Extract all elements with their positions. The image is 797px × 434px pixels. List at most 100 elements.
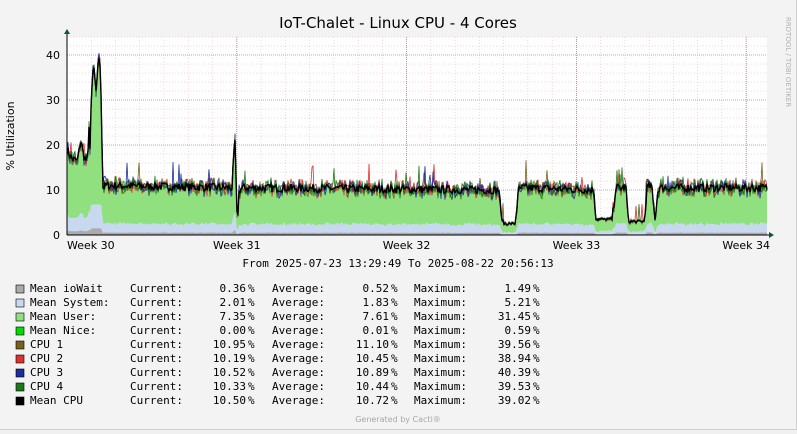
legend-text: % — [533, 338, 540, 351]
legend-text: Maximum: — [414, 366, 467, 379]
legend-text: 11.10 — [356, 338, 389, 351]
legend-text: 5.21 — [505, 296, 532, 309]
legend-text: Current: — [130, 296, 183, 309]
legend-text: 39.53 — [498, 380, 531, 393]
legend-text: 10.45 — [356, 352, 389, 365]
y-tick-label: 10 — [46, 184, 60, 197]
legend-text: Average: — [272, 338, 325, 351]
legend-text: 31.45 — [498, 310, 531, 323]
legend-text: % — [248, 310, 255, 323]
line-mean-cpu — [66, 58, 768, 226]
legend-text: 1.83 — [363, 296, 390, 309]
legend: Mean ioWait Current: 0.36 % Average: 0.52 % M… — [15, 282, 540, 407]
x-tick-labels: Week 30 Week 31 Week 32 Week 33 Week 34 — [67, 239, 770, 252]
legend-text: Maximum: — [414, 352, 467, 365]
legend-text: 1.49 — [505, 282, 532, 295]
legend-swatch — [15, 354, 25, 364]
legend-text: 0.01 — [363, 324, 390, 337]
legend-row: Mean ioWait Current: 0.36 % Average: 0.52 % M… — [15, 282, 540, 295]
series-lines — [66, 52, 768, 228]
legend-text: Average: — [272, 380, 325, 393]
legend-row: CPU 3 Current: 10.52 % Average: 10.89 % Maxim… — [15, 366, 540, 379]
legend-text: Mean User: — [30, 310, 96, 323]
legend-text: Maximum: — [414, 310, 467, 323]
legend-text: % — [391, 282, 398, 295]
legend-text: Maximum: — [414, 380, 467, 393]
legend-text: % — [248, 366, 255, 379]
y-axis-arrow — [64, 29, 70, 34]
legend-swatch — [15, 284, 25, 294]
legend-text: 10.50 — [213, 394, 246, 407]
legend-text: 0.59 — [505, 324, 532, 337]
legend-swatch — [15, 396, 25, 406]
legend-text: 10.95 — [213, 338, 246, 351]
x-tick-label: Week 30 — [67, 239, 115, 252]
legend-text: Current: — [130, 310, 183, 323]
legend-swatch — [15, 340, 25, 350]
legend-text: Current: — [130, 394, 183, 407]
legend-text: 10.52 — [213, 366, 246, 379]
legend-text: % — [248, 394, 255, 407]
legend-text: Mean System: — [30, 296, 109, 309]
y-tick-label: 30 — [46, 94, 60, 107]
legend-text: % — [248, 296, 255, 309]
legend-text: Maximum: — [414, 324, 467, 337]
legend-text: % — [533, 380, 540, 393]
legend-text: % — [533, 352, 540, 365]
legend-text: 7.61 — [363, 310, 390, 323]
legend-swatch — [15, 382, 25, 392]
legend-text: Current: — [130, 338, 183, 351]
legend-text: % — [391, 296, 398, 309]
legend-text: Average: — [272, 366, 325, 379]
legend-row: CPU 4 Current: 10.33 % Average: 10.44 % Maxim… — [15, 380, 540, 393]
legend-text: Maximum: — [414, 282, 467, 295]
x-tick-label: Week 34 — [722, 239, 770, 252]
y-tick-labels: 0 10 20 30 40 — [46, 49, 60, 242]
legend-text: % — [391, 338, 398, 351]
area-mean-iowait — [67, 228, 767, 235]
y-tick-label: 40 — [46, 49, 60, 62]
legend-text: 10.33 — [213, 380, 246, 393]
legend-text: Current: — [130, 282, 183, 295]
legend-text: % — [248, 324, 255, 337]
legend-text: % — [248, 282, 255, 295]
legend-text: Maximum: — [414, 394, 467, 407]
legend-text: Average: — [272, 310, 325, 323]
legend-text: 2.01 — [220, 296, 247, 309]
legend-text: Mean ioWait — [30, 282, 103, 295]
legend-text: % — [248, 352, 255, 365]
y-axis-label: % Utilization — [4, 101, 17, 170]
legend-text: CPU 4 — [30, 380, 63, 393]
legend-text: Maximum: — [414, 338, 467, 351]
legend-row: Mean User: Current: 7.35 % Average: 7.61 % Ma… — [15, 310, 540, 323]
area-mean-system — [67, 204, 767, 235]
legend-text: % — [533, 324, 540, 337]
legend-text: CPU 1 — [30, 338, 63, 351]
x-tick-label: Week 33 — [553, 239, 601, 252]
legend-swatch — [15, 312, 25, 322]
legend-text: Average: — [272, 282, 325, 295]
x-tick-label: Week 31 — [213, 239, 261, 252]
legend-text: % — [533, 366, 540, 379]
legend-text: % — [391, 366, 398, 379]
legend-swatch — [15, 326, 25, 336]
generated-by-footer: Generated by Cacti® — [355, 415, 441, 424]
legend-text: % — [533, 310, 540, 323]
legend-text: Mean Nice: — [30, 324, 96, 337]
legend-text: % — [391, 352, 398, 365]
legend-row: Mean Nice: Current: 0.00 % Average: 0.01 % Ma… — [15, 324, 540, 337]
legend-text: 10.89 — [356, 366, 389, 379]
legend-text: Current: — [130, 352, 183, 365]
legend-text: Maximum: — [414, 296, 467, 309]
legend-text: Average: — [272, 394, 325, 407]
legend-row: Mean CPU Current: 10.50 % Average: 10.72 % Ma… — [15, 394, 540, 407]
chart-title: IoT-Chalet - Linux CPU - 4 Cores — [279, 14, 517, 32]
legend-text: 10.19 — [213, 352, 246, 365]
legend-text: % — [391, 394, 398, 407]
legend-text: CPU 2 — [30, 352, 63, 365]
legend-text: % — [248, 338, 255, 351]
legend-text: 38.94 — [498, 352, 531, 365]
legend-text: 40.39 — [498, 366, 531, 379]
x-axis-arrow — [769, 232, 774, 238]
